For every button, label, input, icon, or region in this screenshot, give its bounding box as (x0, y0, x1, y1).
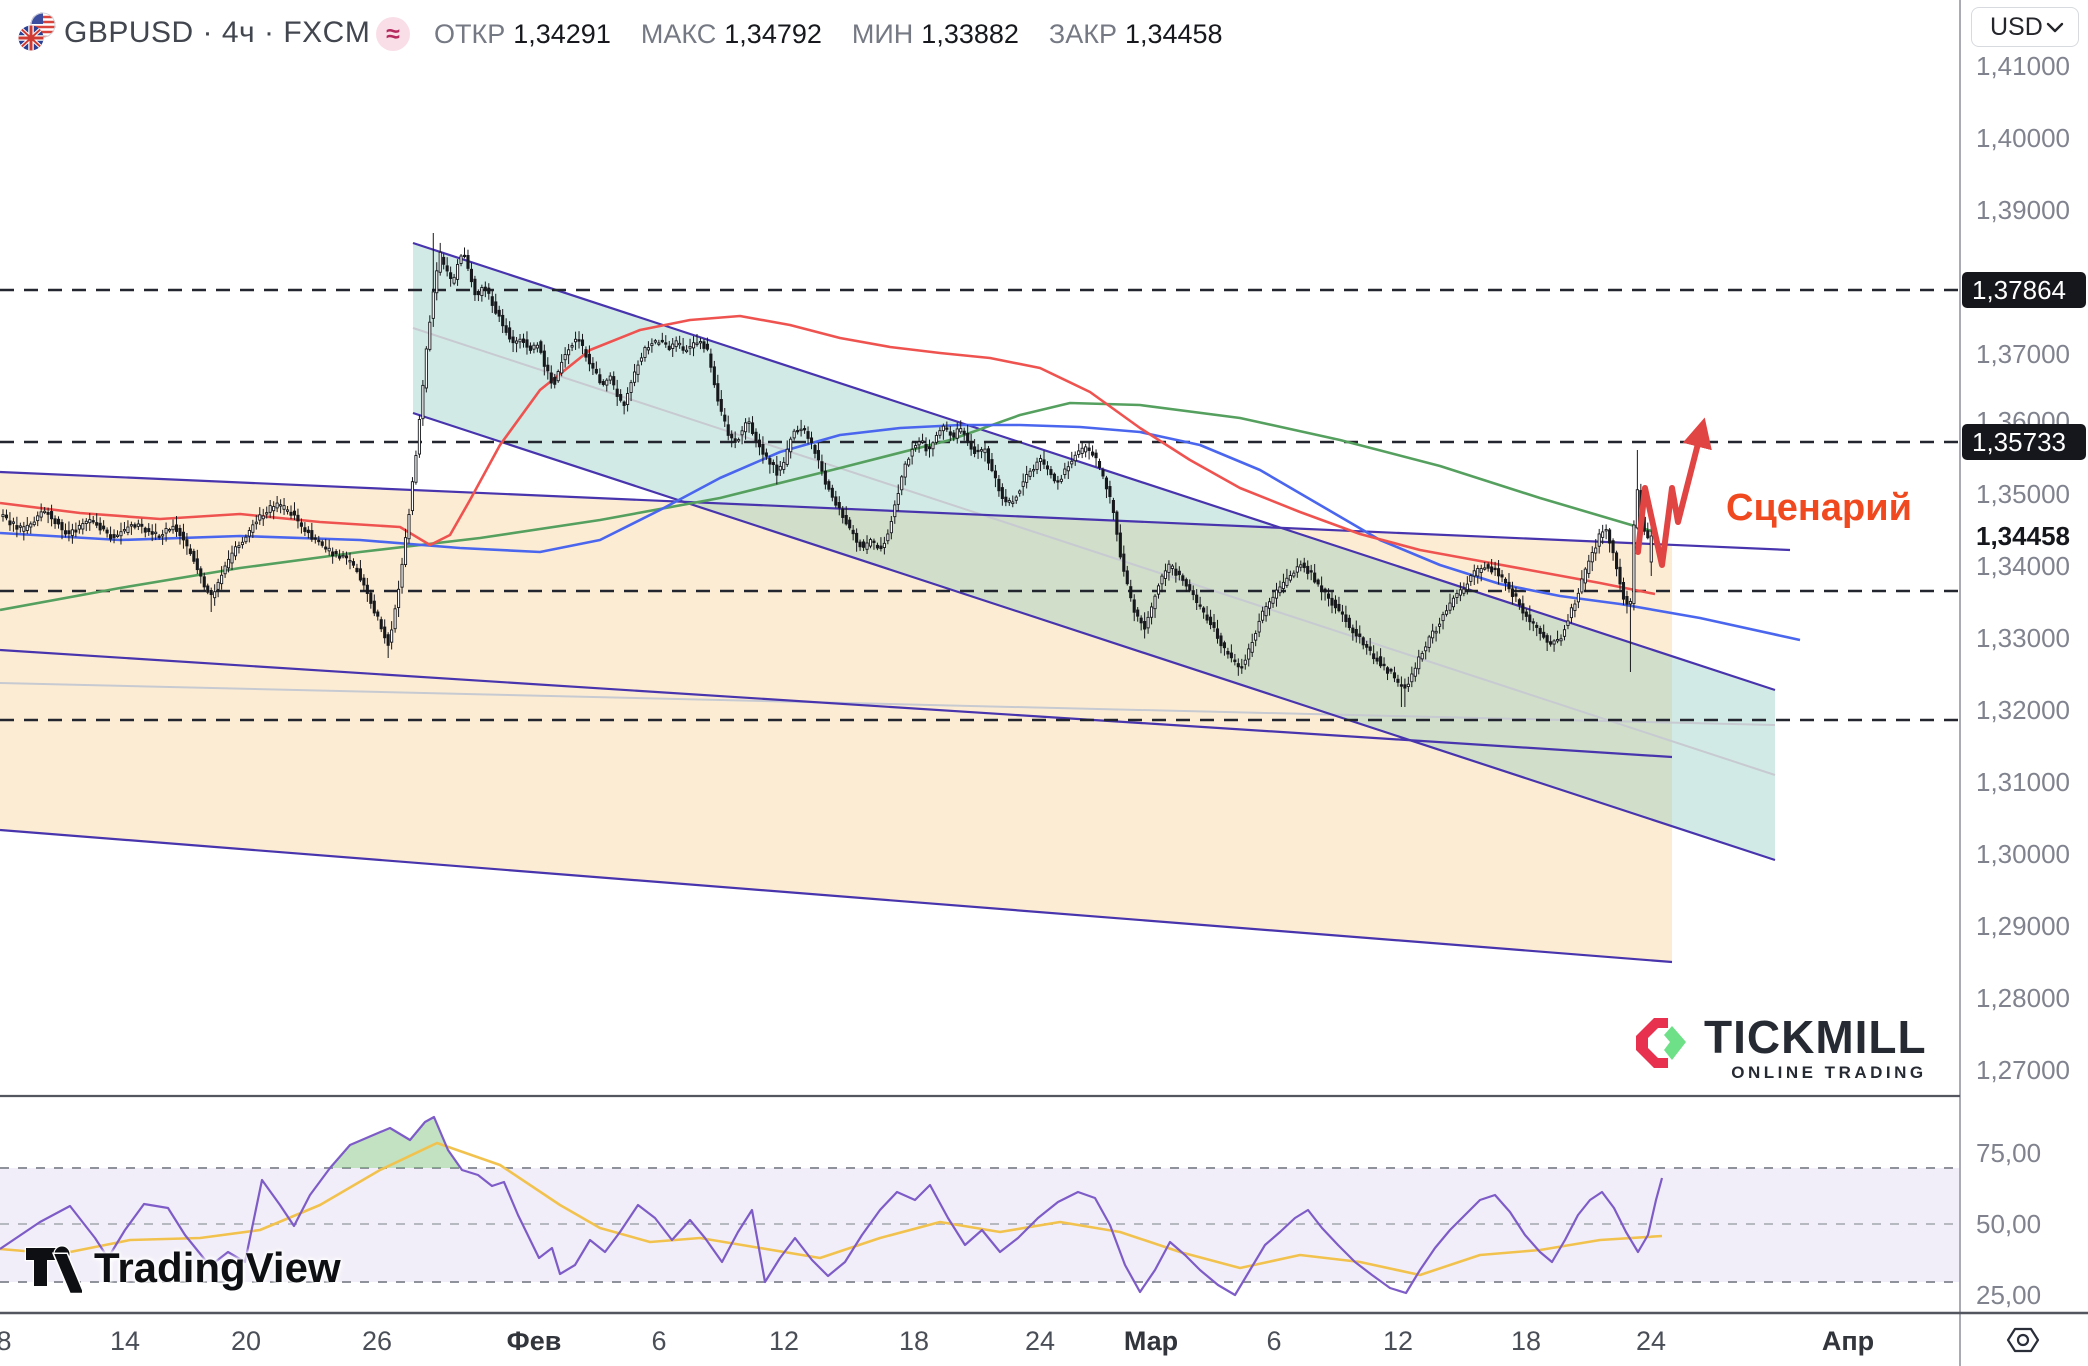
time-tick: 24 (1635, 1326, 1667, 1356)
ohlc-values: ОТКР 1,34291 МАКС 1,34792 МИН 1,33882 ЗАКР 1,34… (434, 19, 1223, 50)
price-tick: 1,37000 (1976, 339, 2070, 369)
time-tick: 12 (768, 1326, 800, 1356)
price-tick: 1,31000 (1976, 767, 2070, 797)
tickmill-tagline: ONLINE TRADING (1731, 1063, 1927, 1082)
time-tick: 6 (651, 1326, 667, 1356)
rsi-tick: 50,00 (1976, 1209, 2042, 1239)
gbpusd-flag-icon (18, 12, 56, 51)
time-tick: 18 (898, 1326, 930, 1356)
price-tick: 1,30000 (1976, 839, 2070, 869)
symbol-title[interactable]: GBPUSD · 4ч · FXCM (64, 16, 371, 49)
chevron-down-icon (2046, 22, 2064, 33)
time-tick: Фев (506, 1326, 562, 1356)
ohlc-pair: ОТКР 1,34291 (434, 19, 611, 49)
price-tick: 1,39000 (1976, 195, 2070, 225)
scenario-annotation: Сценарий (1726, 487, 1912, 529)
tickmill-name: TICKMILL (1704, 1011, 1927, 1063)
tickmill-icon (1636, 1018, 1686, 1068)
tickmill-logo: TICKMILL ONLINE TRADING (1634, 1012, 1927, 1083)
time-tick: 24 (1024, 1326, 1056, 1356)
price-tick: 1,41000 (1976, 51, 2070, 81)
time-tick: 26 (361, 1326, 393, 1356)
time-tick: 6 (1266, 1326, 1282, 1356)
axis-settings-eye-icon[interactable] (2004, 1324, 2044, 1356)
tradingview-name: TradingView (94, 1244, 341, 1291)
current-price-label: 1,34458 (1976, 521, 2070, 551)
time-tick: Апр (1821, 1326, 1875, 1356)
price-tick: 1,32000 (1976, 695, 2070, 725)
price-level-label: 1,35733 (1962, 424, 2086, 460)
price-tick: 1,40000 (1976, 123, 2070, 153)
price-tick: 1,34000 (1976, 551, 2070, 581)
price-tick: 1,29000 (1976, 911, 2070, 941)
price-tick: 1,33000 (1976, 623, 2070, 653)
time-tick: 12 (1382, 1326, 1414, 1356)
time-tick: Мар (1123, 1326, 1179, 1356)
ohlc-pair: МИН 1,33882 (851, 19, 1019, 49)
price-tick: 1,35000 (1976, 479, 2070, 509)
rsi-tick: 75,00 (1976, 1138, 2042, 1168)
price-level-label: 1,37864 (1962, 272, 2086, 308)
rsi-tick: 25,00 (1976, 1280, 2042, 1310)
time-tick: 8 (0, 1326, 12, 1356)
currency-label: USD (1990, 12, 2043, 41)
time-tick: 20 (230, 1326, 262, 1356)
time-tick: 14 (109, 1326, 141, 1356)
price-tick: 1,27000 (1976, 1055, 2070, 1085)
delayed-data-badge[interactable]: ≈ (376, 17, 410, 51)
currency-dropdown[interactable]: USD (1971, 7, 2079, 47)
time-tick: 18 (1510, 1326, 1542, 1356)
tradingview-watermark[interactable]: TradingView (24, 1240, 341, 1296)
chart-header: GBPUSD · 4ч · FXCM ≈ ОТКР 1,34291 МАКС 1,34… (0, 0, 1500, 62)
tradingview-icon (24, 1245, 82, 1295)
price-tick: 1,28000 (1976, 983, 2070, 1013)
ohlc-pair: МАКС 1,34792 (640, 19, 822, 49)
ohlc-pair: ЗАКР 1,34458 (1048, 19, 1223, 49)
